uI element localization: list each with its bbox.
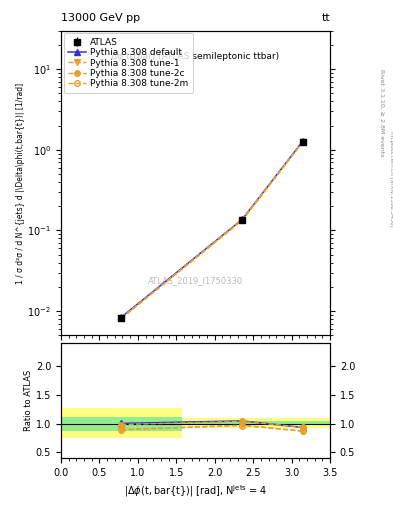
Line: Pythia 8.308 tune-2c: Pythia 8.308 tune-2c bbox=[119, 139, 305, 321]
Y-axis label: 1 / σ d²σ / d N^{jets} d |\Delta\phi(t,bar{t})| [1/rad]: 1 / σ d²σ / d N^{jets} d |\Delta\phi(t,b… bbox=[16, 82, 25, 284]
Bar bbox=[61, 417, 182, 431]
Pythia 8.308 tune-2m bbox=[119, 315, 124, 322]
Text: 13000 GeV pp: 13000 GeV pp bbox=[61, 13, 140, 23]
Pythia 8.308 default bbox=[300, 138, 305, 144]
Line: Pythia 8.308 tune-1: Pythia 8.308 tune-1 bbox=[119, 140, 305, 321]
Pythia 8.308 tune-2m bbox=[240, 217, 244, 223]
Line: Pythia 8.308 default: Pythia 8.308 default bbox=[119, 139, 305, 320]
Text: tt: tt bbox=[321, 13, 330, 23]
Bar bbox=[61, 408, 182, 438]
Text: Rivet 3.1.10, ≥ 2.8M events: Rivet 3.1.10, ≥ 2.8M events bbox=[379, 69, 384, 156]
Bar bbox=[182, 418, 330, 428]
Pythia 8.308 tune-2c bbox=[300, 139, 305, 145]
Legend: ATLAS, Pythia 8.308 default, Pythia 8.308 tune-1, Pythia 8.308 tune-2c, Pythia 8: ATLAS, Pythia 8.308 default, Pythia 8.30… bbox=[64, 33, 193, 93]
Pythia 8.308 tune-1 bbox=[300, 139, 305, 145]
Pythia 8.308 default bbox=[240, 217, 244, 223]
Text: Δφ (ttbar) (ATLAS semileptonic ttbar): Δφ (ttbar) (ATLAS semileptonic ttbar) bbox=[112, 52, 279, 61]
Pythia 8.308 tune-1 bbox=[240, 218, 244, 224]
X-axis label: $|\Delta\phi(\mathrm{t,bar\{t\}})|$ [rad], $\mathrm{N^{jets}}$ = 4: $|\Delta\phi(\mathrm{t,bar\{t\}})|$ [rad… bbox=[124, 483, 267, 499]
Pythia 8.308 tune-2m bbox=[300, 139, 305, 145]
Y-axis label: Ratio to ATLAS: Ratio to ATLAS bbox=[24, 370, 33, 431]
Pythia 8.308 default bbox=[119, 314, 124, 321]
Line: Pythia 8.308 tune-2m: Pythia 8.308 tune-2m bbox=[119, 139, 305, 321]
Pythia 8.308 tune-1 bbox=[119, 315, 124, 322]
Text: mcplots.cern.ch [arXiv:1306.3436]: mcplots.cern.ch [arXiv:1306.3436] bbox=[389, 132, 393, 227]
Bar bbox=[182, 421, 330, 425]
Text: ATLAS_2019_I1750330: ATLAS_2019_I1750330 bbox=[148, 276, 243, 285]
Pythia 8.308 tune-2c bbox=[240, 217, 244, 223]
Pythia 8.308 tune-2c bbox=[119, 315, 124, 321]
